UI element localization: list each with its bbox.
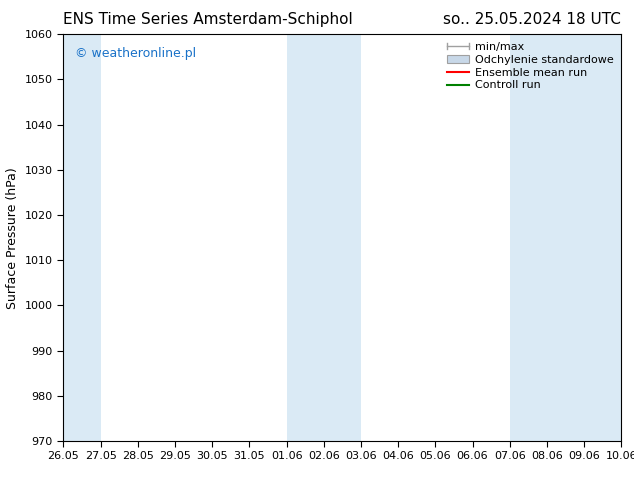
Bar: [287, 34, 324, 441]
Bar: [324, 34, 361, 441]
Text: ENS Time Series Amsterdam-Schiphol: ENS Time Series Amsterdam-Schiphol: [63, 12, 353, 27]
Text: © weatheronline.pl: © weatheronline.pl: [75, 47, 196, 59]
Legend: min/max, Odchylenie standardowe, Ensemble mean run, Controll run: min/max, Odchylenie standardowe, Ensembl…: [445, 40, 616, 93]
Bar: [584, 34, 621, 441]
Bar: [547, 34, 584, 441]
Text: so.. 25.05.2024 18 UTC: so.. 25.05.2024 18 UTC: [443, 12, 621, 27]
Bar: [63, 34, 101, 441]
Bar: [510, 34, 547, 441]
Y-axis label: Surface Pressure (hPa): Surface Pressure (hPa): [6, 167, 19, 309]
